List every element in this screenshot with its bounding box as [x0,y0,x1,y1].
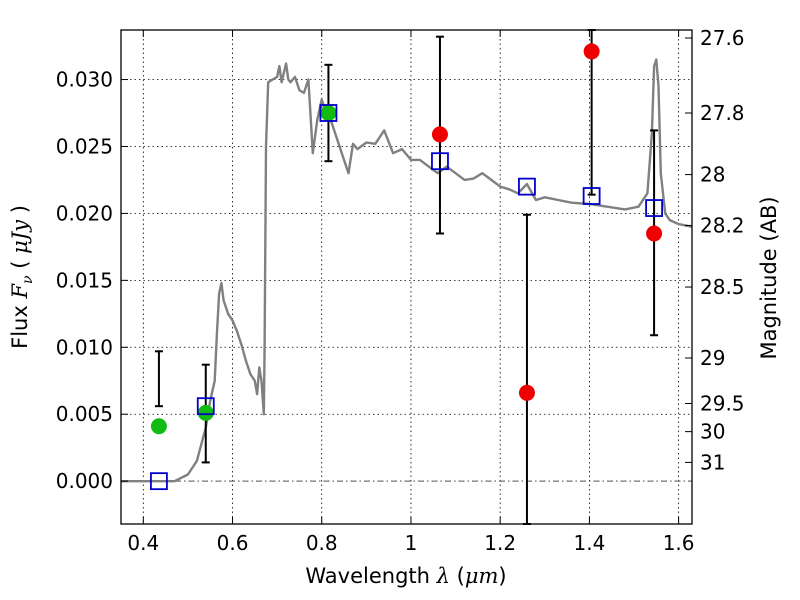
green-data-point [197,404,214,421]
x-axis-label-symbol: λ [436,564,450,588]
y-tick-label: 0.025 [56,134,113,158]
model-photometry-square [518,177,536,196]
error-bars-group [154,29,659,525]
model-photometry-square [431,152,449,171]
y-tick-label: 0.020 [56,201,113,225]
y-tick-label: 0.015 [56,268,113,292]
model-photometry-square [150,472,168,491]
y-tick-label: 0.005 [56,402,113,426]
right-tick-label: 29 [700,346,725,370]
right-tick-label: 27.6 [700,26,745,50]
x-axis-label: Wavelength λ (μm) [305,564,506,588]
green-data-point [320,105,337,122]
right-tick-label: 28.2 [700,213,745,237]
model-spectrum-line [121,58,693,483]
y-tick-label: 0.000 [56,469,113,493]
x-tick-labels: 0.4 0.6 0.8 1 1.2 1.4 1.6 [127,531,694,555]
red-data-point [646,225,663,242]
x-tick-label: 1.2 [484,531,516,555]
data-points-group [150,43,663,491]
green-data-point [150,418,167,435]
y-axis-label-subscript: ν [20,275,36,284]
y-axis-label-symbol: F [8,283,32,300]
x-tick-label: 0.6 [217,531,249,555]
x-tick-label: 0.4 [127,531,159,555]
y-axis-label: Flux Fν ( μJy ) [8,205,36,349]
x-axis-label-unit: μm [465,564,499,588]
right-axis-label: Magnitude (AB) [757,196,781,359]
x-tick-label: 0.8 [306,531,338,555]
plot-frame [120,29,693,525]
right-tick-label: 28.5 [700,275,745,299]
red-data-point [583,43,600,60]
y-axis-label-text: Flux [8,305,32,349]
right-tick-label: 28 [700,163,725,187]
axis-ticks [121,30,692,524]
y-axis-label-unit-mu: μJy [8,219,32,254]
right-tick-labels: 27.6 27.8 28 28.2 28.5 29 29.5 30 31 [700,26,745,474]
x-tick-label: 1.6 [663,531,695,555]
x-tick-label: 1 [405,531,418,555]
red-data-point [431,126,448,143]
model-photometry-square [645,199,663,217]
model-photometry-square [319,104,338,122]
right-tick-label: 30 [700,420,725,444]
y-tick-label: 0.030 [56,68,113,92]
x-axis-label-text: Wavelength [305,564,430,588]
model-photometry-square [582,187,601,205]
red-data-point [518,384,535,401]
model-photometry-square [196,397,215,416]
right-tick-label: 27.8 [700,101,745,125]
y-tick-label: 0.010 [56,335,113,359]
right-tick-label: 31 [700,450,725,474]
right-tick-label: 29.5 [700,392,745,416]
x-tick-label: 1.4 [573,531,605,555]
model-spectrum-group [121,58,693,483]
y-tick-labels: 0.000 0.005 0.010 0.015 0.020 0.025 0.030 [56,68,113,494]
